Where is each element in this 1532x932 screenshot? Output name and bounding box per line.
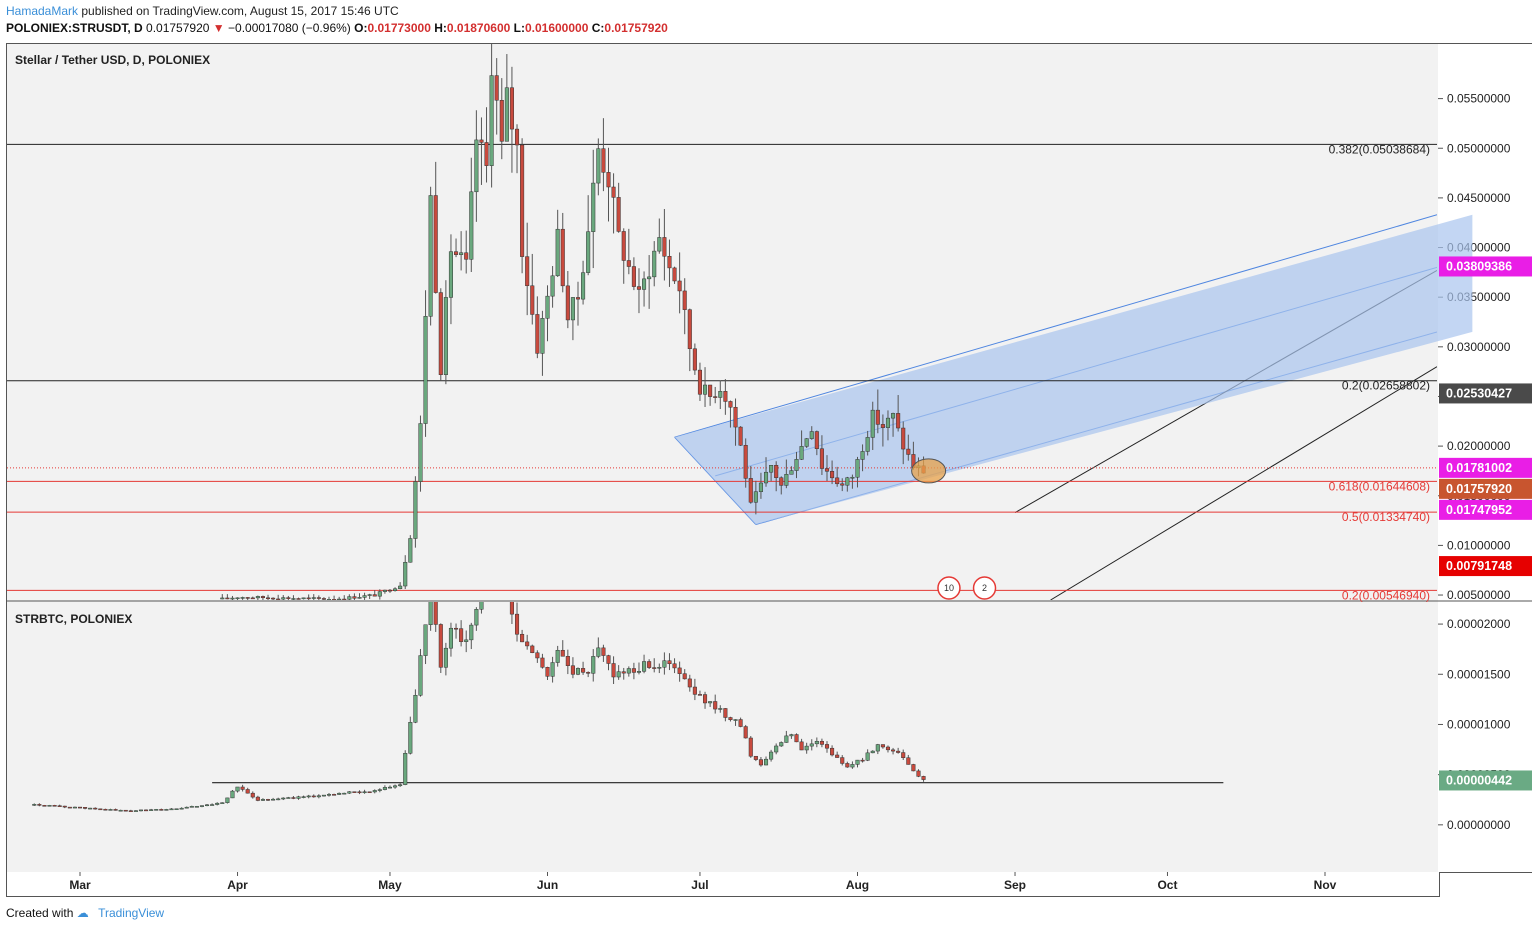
sub-pane-title: STRBTC, POLONIEX [15,612,133,626]
publish-text: published on TradingView.com, August 15,… [81,4,399,18]
tradingview-link[interactable]: TradingView [98,906,165,920]
symbol-label: POLONIEX:STRUSDT, D [6,21,143,35]
tradingview-logo-icon: ☁ [76,906,89,920]
down-arrow-icon: ▼ [212,21,225,35]
high-value: 0.01870600 [446,21,511,35]
close-label: C: [591,21,605,35]
footer: Created with ☁ TradingView [6,906,164,920]
ohlc-legend: POLONIEX:STRUSDT, D 0.01757920 ▼ −0.0001… [6,21,668,35]
created-with-text: Created with [6,906,74,920]
low-label: L: [513,21,525,35]
open-value: 0.01773000 [367,21,431,35]
last-price: 0.01757920 [146,21,210,35]
low-value: 0.01600000 [524,21,589,35]
close-value: 0.01757920 [604,21,668,35]
price-change: −0.00017080 (−0.96%) [228,21,351,35]
author-link[interactable]: HamadaMark [6,4,79,18]
publish-info: HamadaMark published on TradingView.com,… [6,4,399,18]
time-axis[interactable] [6,872,1440,897]
chart-area[interactable] [6,43,1440,873]
open-label: O: [354,21,368,35]
main-pane-title: Stellar / Tether USD, D, POLONIEX [15,53,211,67]
high-label: H: [434,21,447,35]
price-axis[interactable] [1438,43,1532,873]
